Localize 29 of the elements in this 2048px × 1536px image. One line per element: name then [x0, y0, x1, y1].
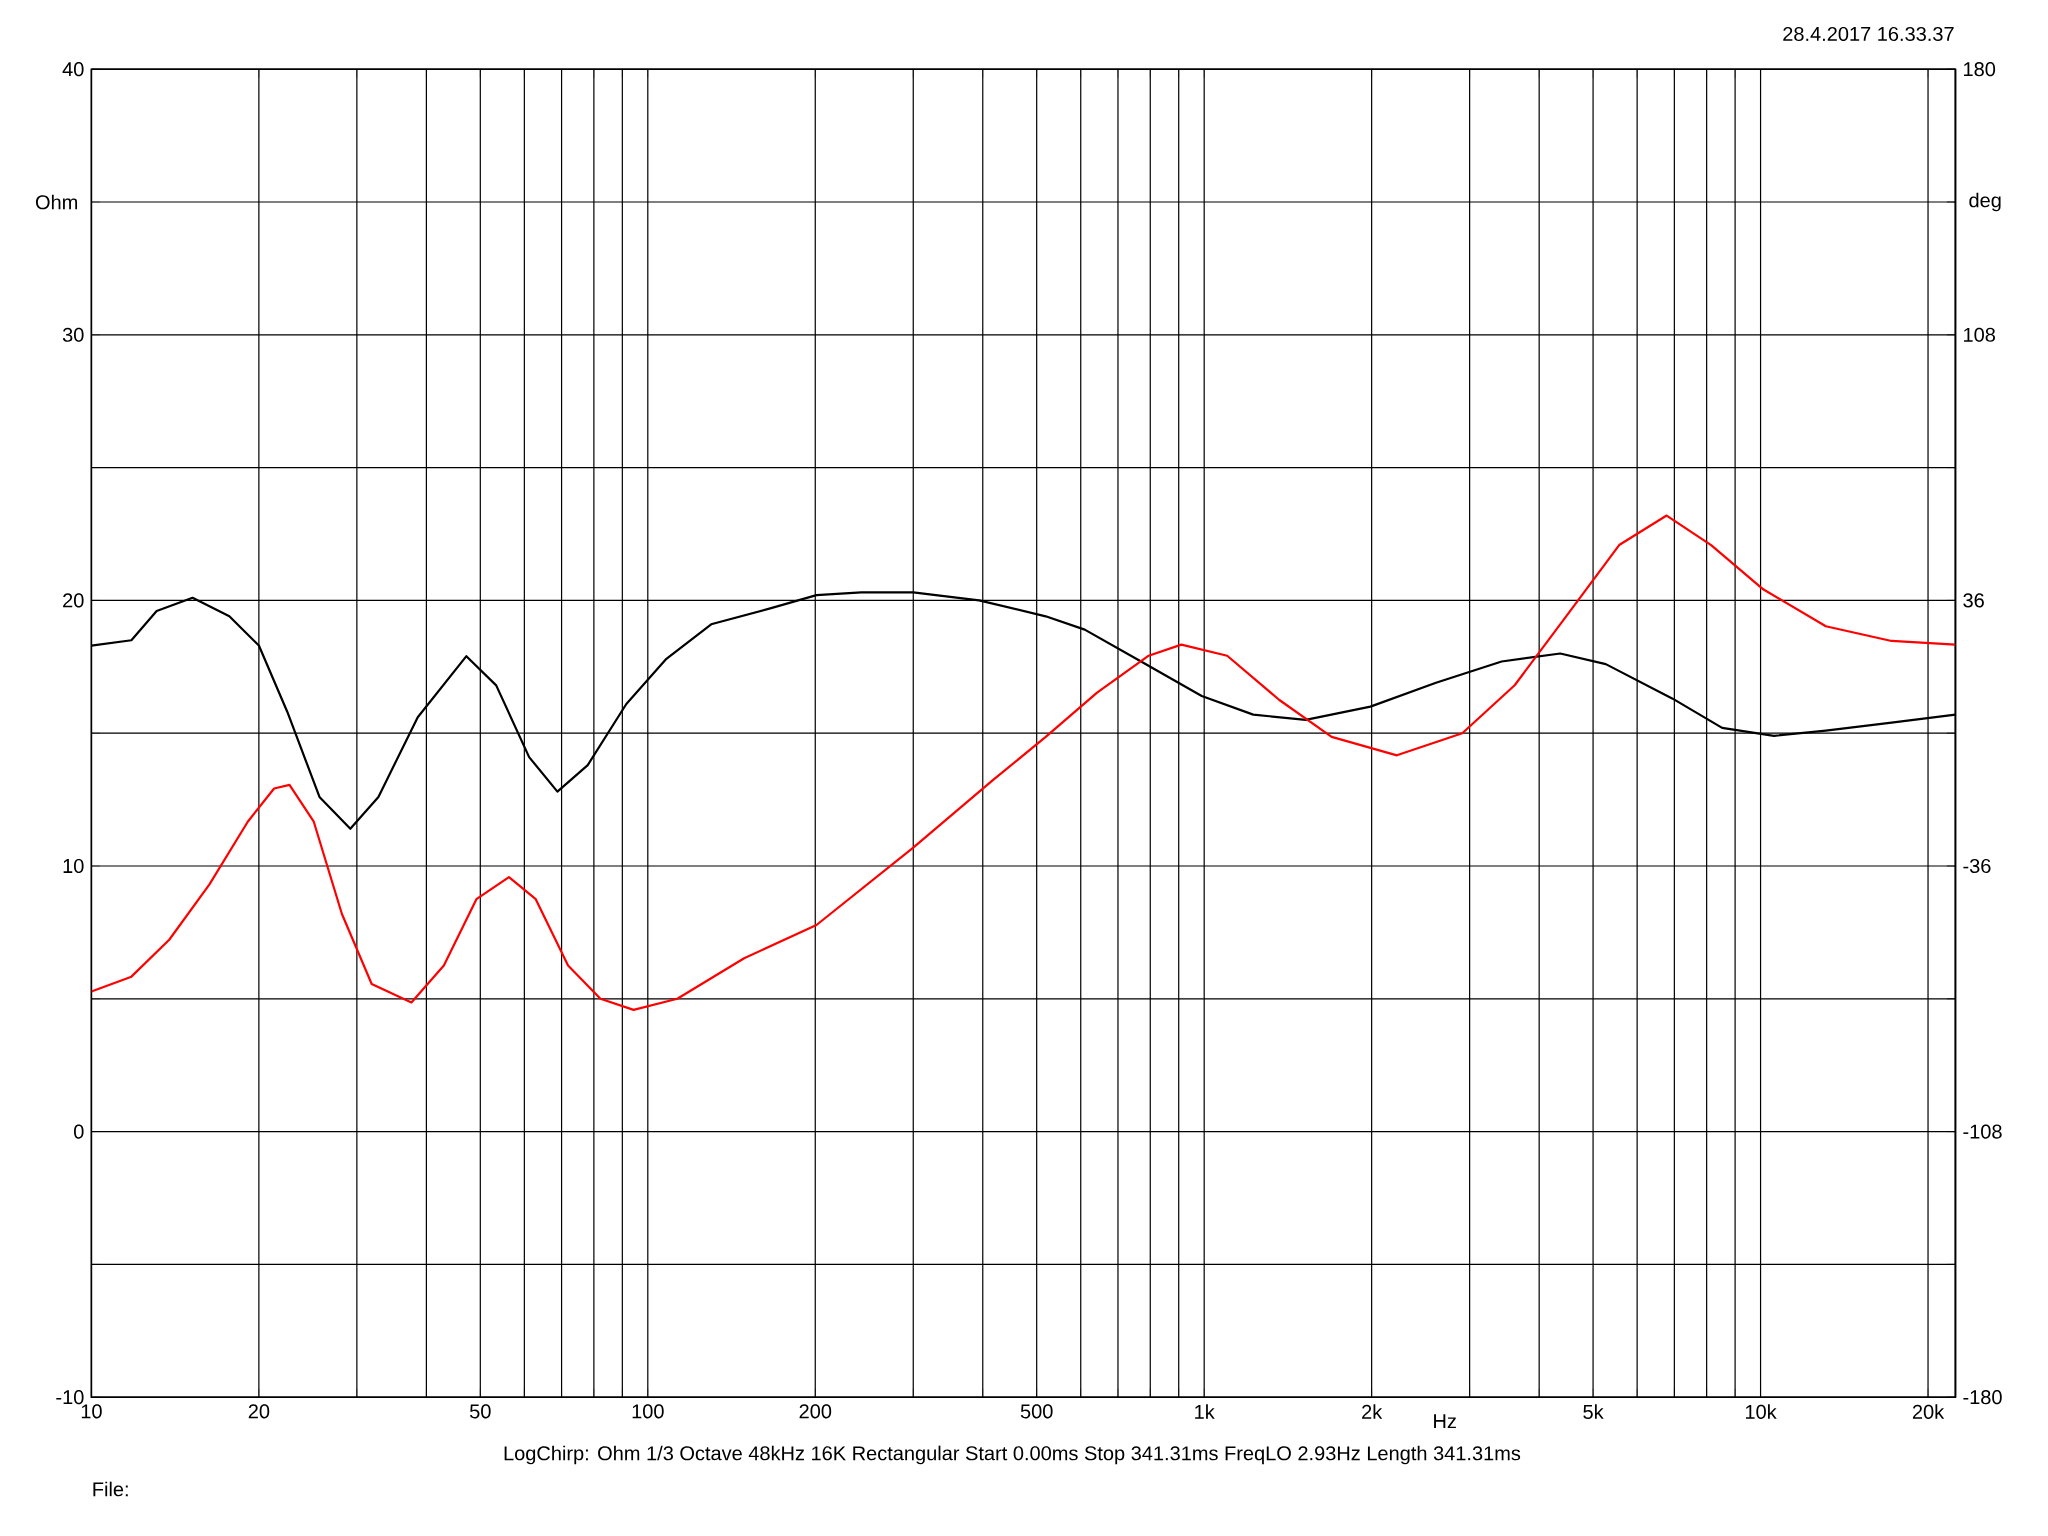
x-tick-label: 20 — [248, 1404, 270, 1419]
x-tick-label: 2k — [1362, 1404, 1383, 1419]
y-tick-label: 40 — [62, 62, 84, 77]
y-tick-label: 10 — [63, 858, 84, 874]
x-tick-label: 200 — [799, 1404, 832, 1419]
x-tick-label: 100 — [632, 1404, 664, 1419]
x-axis-title: Hz — [1434, 1414, 1456, 1429]
y2-axis-title: deg — [1969, 192, 2001, 212]
y2-tick-label: 180 — [1964, 62, 1996, 77]
x-tick-label: 5k — [1583, 1404, 1604, 1419]
y-axis-title: Ohm — [35, 194, 78, 210]
y-tick-label: 0 — [74, 1124, 84, 1139]
x-tick-label: 50 — [470, 1404, 491, 1419]
text: LogChirp: Ohm 1/3 Octave 48kHz 16K Rectangular Start 0.00ms Stop 341.31ms FreqLO 2.93Hz Length 341.31ms — [504, 1445, 1521, 1465]
y-tick-label: 30 — [62, 327, 84, 342]
x-tick-label: 20k — [1912, 1404, 1945, 1419]
y2-tick-label: -36 — [1963, 858, 1991, 874]
y2-tick-label: -180 — [1963, 1390, 2002, 1405]
x-tick-label: 500 — [1020, 1404, 1053, 1419]
y-tick-label: -10 — [56, 1390, 84, 1405]
y2-tick-label: 108 — [1964, 327, 1995, 342]
y2-tick-label: 36 — [1963, 593, 1984, 608]
x-tick-label: 1k — [1195, 1404, 1215, 1419]
y-tick-label: 20 — [63, 593, 84, 608]
y2-tick-label: -108 — [1963, 1124, 2002, 1139]
text: 28.4.2017 16.33.37 — [1783, 26, 1954, 42]
x-tick-label: 10k — [1745, 1404, 1777, 1419]
text: File: — [93, 1481, 128, 1497]
x-tick-label: 10 — [81, 1404, 102, 1419]
